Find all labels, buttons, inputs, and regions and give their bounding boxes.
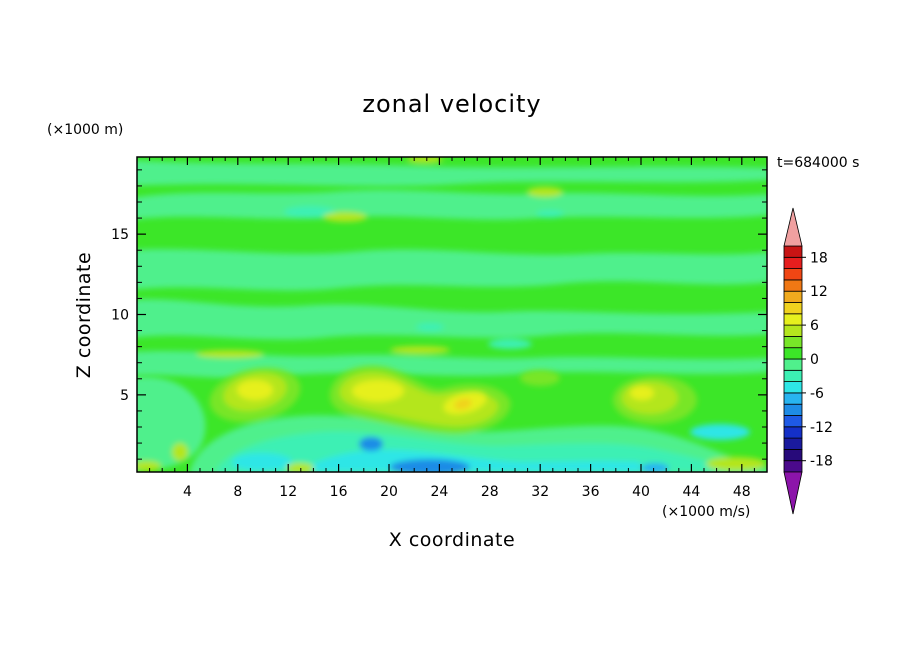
y-axis: 5 10 15 (111, 169, 767, 460)
y-tick-label: 10 (111, 308, 129, 324)
x-tick-label: 8 (233, 484, 242, 500)
colorbar-swatch (783, 426, 803, 439)
colorbar-swatch (783, 290, 803, 303)
core-3-inner (630, 386, 654, 400)
blob-cyan-6 (690, 424, 750, 440)
colorbar-swatch (783, 324, 803, 337)
colorbar-swatch (783, 437, 803, 450)
y-axis-label: Z coordinate (73, 252, 95, 378)
blob-yellow-7 (137, 461, 161, 471)
blob-cyan-4 (488, 339, 532, 349)
colorbar-swatch (783, 460, 803, 473)
x-axis: 4 8 12 16 20 24 28 32 36 40 44 48 (149, 157, 755, 500)
colorbar-tick-label: -6 (810, 386, 824, 402)
x-tick-label: 32 (531, 484, 549, 500)
x-tick-label: 20 (380, 484, 398, 500)
colorbar-swatch (783, 347, 803, 360)
y-unit-label: (×1000 m) (47, 122, 123, 138)
colorbar-swatch (783, 302, 803, 315)
blob-yellow-10 (520, 370, 560, 386)
y-tick-label: 5 (120, 388, 129, 404)
field-bands (137, 157, 767, 378)
colorbar-tick-label: -12 (810, 420, 833, 436)
blob-yellow-5 (407, 157, 443, 163)
colorbar-swatch (783, 369, 803, 382)
blob-cyan-5 (232, 453, 292, 471)
colorbar-tick-label: 6 (810, 318, 819, 334)
x-tick-label: 44 (682, 484, 700, 500)
colorbar-swatch (783, 381, 803, 394)
x-tick-label: 4 (183, 484, 192, 500)
colorbar-swatch (783, 448, 803, 462)
x-axis-label: X coordinate (389, 529, 515, 551)
region-minus-2-left (137, 376, 206, 472)
core-2-peak (454, 398, 472, 410)
region-minus-6-mid (300, 449, 640, 472)
blob-cyan-1 (284, 206, 336, 218)
blob-yellow-9 (286, 463, 314, 472)
colorbar-extend-high (783, 207, 803, 247)
colorbar-swatch (783, 268, 803, 281)
field-lower (137, 365, 767, 472)
blob-yellow-2 (323, 212, 367, 222)
x-tick-label: 40 (632, 484, 650, 500)
colorbar-extend-low (783, 471, 803, 515)
band-minus-0-2d (137, 160, 767, 186)
x-tick-label: 12 (279, 484, 297, 500)
plot-area (137, 157, 767, 472)
colorbar-swatch (783, 313, 803, 326)
colorbar-tick-label: 12 (810, 284, 828, 300)
x-tick-label: 36 (582, 484, 600, 500)
blob-blue-3 (641, 463, 669, 472)
colorbar-swatch (783, 415, 803, 428)
colorbar-swatch (783, 403, 803, 416)
core-2-inner-a (352, 380, 404, 402)
colorbar-swatch (783, 358, 803, 371)
colorbar-swatch (783, 335, 803, 349)
band-minus-0-2c (137, 299, 767, 340)
colorbar-swatch (783, 245, 803, 258)
colorbar: 18 12 6 0 -6 -12 -18 (783, 207, 833, 515)
blob-cyan-2 (536, 210, 564, 218)
x-unit-label: (×1000 m/s) (662, 504, 750, 520)
blob-yellow-8 (172, 443, 188, 461)
band-minus-0-2b (137, 249, 767, 291)
blob-blue-1 (359, 437, 383, 451)
y-tick-label: 15 (111, 227, 129, 243)
band-minus-0-2e (137, 351, 767, 378)
blob-yellow-1 (527, 187, 563, 197)
colorbar-swatch (783, 392, 803, 405)
colorbar-tick-label: 0 (810, 352, 819, 368)
x-tick-label: 16 (330, 484, 348, 500)
colorbar-swatch (783, 256, 803, 269)
blob-yellow-3 (196, 350, 264, 358)
colorbar-tick-label: -18 (810, 454, 833, 470)
x-tick-label: 48 (733, 484, 751, 500)
chart-title: zonal velocity (362, 90, 541, 118)
colorbar-swatch (783, 279, 803, 292)
x-tick-label: 28 (481, 484, 499, 500)
colorbar-tick-label: 18 (810, 250, 828, 266)
blob-blue-2 (390, 459, 470, 472)
x-tick-label: 24 (430, 484, 448, 500)
time-label: t=684000 s (777, 155, 859, 171)
blob-yellow-4 (390, 346, 450, 354)
blob-cyan-3 (416, 323, 444, 331)
core-1-inner (237, 380, 273, 400)
blob-yellow-6 (706, 457, 766, 471)
